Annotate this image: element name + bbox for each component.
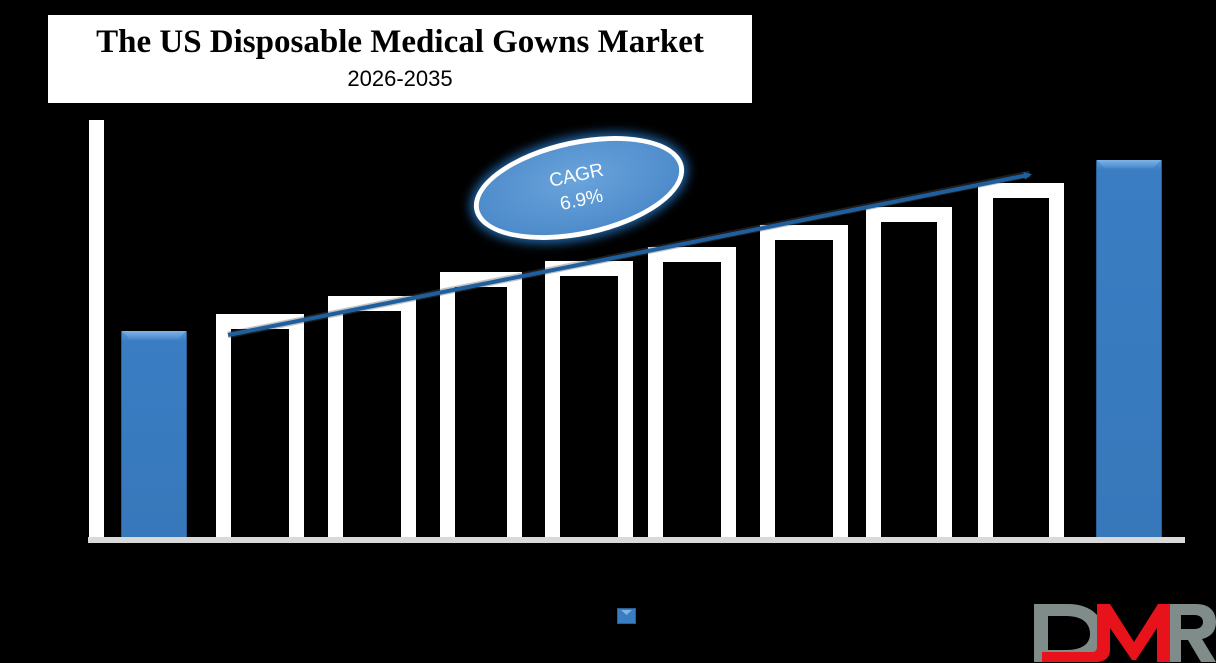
chart-subtitle: 2026-2035	[347, 66, 453, 91]
bar-2029	[440, 272, 522, 539]
legend-swatch-icon	[617, 608, 636, 624]
logo-letter-m	[1042, 604, 1170, 662]
bar-2033	[866, 207, 952, 539]
bar-2026	[121, 331, 187, 539]
bar-2031	[648, 247, 736, 539]
title-box: The US Disposable Medical Gowns Market 2…	[48, 15, 752, 103]
logo-letter-r	[1168, 604, 1216, 662]
bar-2032	[760, 225, 848, 539]
bar-2027	[216, 314, 304, 539]
bar-2034	[978, 183, 1064, 539]
x-axis	[88, 537, 1185, 543]
bar-2028	[328, 296, 416, 539]
logo-letter-d	[1034, 604, 1104, 662]
bar-2030	[545, 261, 633, 539]
y-axis	[89, 120, 104, 543]
dmr-logo	[1034, 604, 1216, 662]
cagr-label-group: CAGR 6.9%	[464, 119, 693, 257]
chart-title: The US Disposable Medical Gowns Market	[96, 24, 704, 60]
bar-2035	[1096, 160, 1162, 539]
